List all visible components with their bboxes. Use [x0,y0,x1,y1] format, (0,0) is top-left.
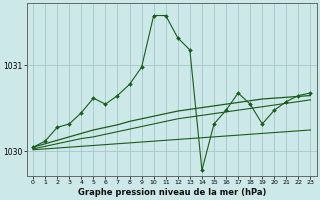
X-axis label: Graphe pression niveau de la mer (hPa): Graphe pression niveau de la mer (hPa) [77,188,266,197]
